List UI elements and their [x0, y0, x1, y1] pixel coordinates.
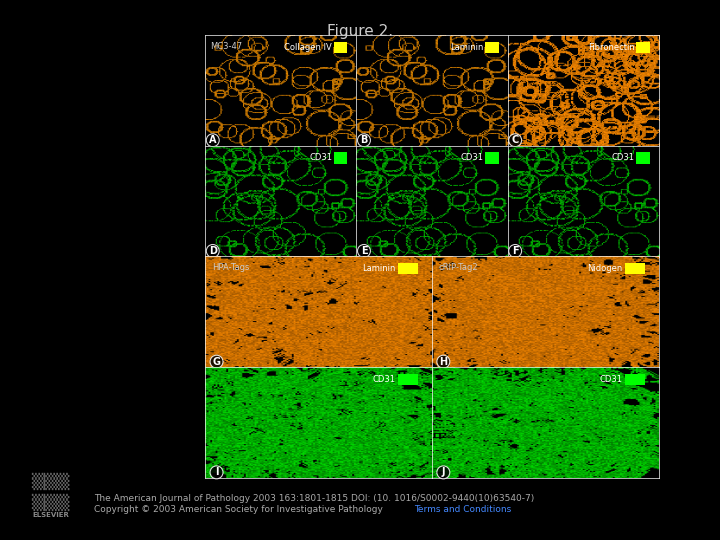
Text: ELSEVIER: ELSEVIER	[32, 512, 69, 518]
Text: cRIP-Tag2: cRIP-Tag2	[438, 263, 478, 272]
Text: Figure 2.: Figure 2.	[327, 24, 393, 39]
Text: Laminin: Laminin	[362, 264, 396, 273]
Text: ▒▒▒
▒▒▒: ▒▒▒ ▒▒▒	[31, 472, 70, 511]
Text: CD31: CD31	[309, 153, 332, 163]
Text: Collagen IV: Collagen IV	[284, 43, 332, 52]
Bar	[333, 152, 347, 164]
Text: CD31: CD31	[373, 375, 396, 384]
Text: CD31: CD31	[611, 153, 634, 163]
Bar	[398, 374, 418, 385]
Text: E: E	[361, 246, 367, 256]
Text: Laminin: Laminin	[450, 43, 483, 52]
Text: Fibronectin: Fibronectin	[588, 43, 634, 52]
Text: A: A	[209, 135, 217, 145]
Text: MC3-47: MC3-47	[210, 42, 242, 51]
Bar	[625, 374, 645, 385]
Bar	[398, 263, 418, 274]
Bar	[333, 42, 347, 53]
Bar	[485, 152, 498, 164]
Text: HPA-Tags: HPA-Tags	[212, 263, 249, 272]
Text: CD31: CD31	[600, 375, 623, 384]
Text: Copyright © 2003 American Society for Investigative Pathology: Copyright © 2003 American Society for In…	[94, 505, 385, 514]
Bar	[636, 152, 649, 164]
Text: C: C	[511, 135, 519, 145]
Text: B: B	[360, 135, 368, 145]
Text: The American Journal of Pathology 2003 163:1801-1815 DOI: (10. 1016/S0002-9440(1: The American Journal of Pathology 2003 1…	[94, 494, 534, 503]
Bar	[485, 42, 498, 53]
Text: CD31: CD31	[460, 153, 483, 163]
Text: Terms and Conditions: Terms and Conditions	[414, 505, 511, 514]
Text: J: J	[441, 467, 445, 477]
Bar	[625, 263, 645, 274]
Text: I: I	[215, 467, 218, 477]
Text: D: D	[209, 246, 217, 256]
Text: F: F	[512, 246, 518, 256]
Text: G: G	[212, 356, 220, 367]
Bar	[636, 42, 649, 53]
Text: H: H	[439, 356, 447, 367]
Text: Nidogen: Nidogen	[588, 264, 623, 273]
